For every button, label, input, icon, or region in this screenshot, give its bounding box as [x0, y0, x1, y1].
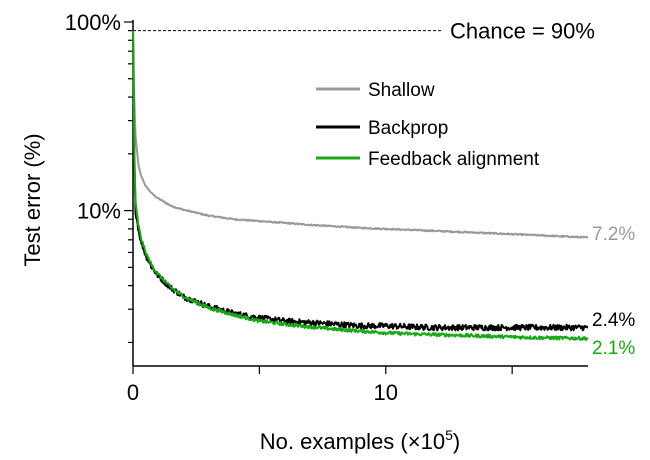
y-tick-label: 10% [77, 199, 121, 224]
end-label-0: 7.2% [592, 224, 635, 245]
x-axis-title: No. examples (×105) [260, 427, 460, 454]
y-axis-title: Test error (%) [20, 133, 45, 266]
x-tick-label: 10 [374, 380, 398, 405]
legend: Shallow Backprop Feedback alignment [316, 80, 540, 170]
y-tick-label: 100% [65, 10, 121, 35]
series-line-1 [132, 30, 589, 332]
legend-label-1: Backprop [368, 118, 448, 139]
legend-label-0: Shallow [368, 80, 435, 101]
end-label-2: 2.1% [592, 338, 635, 359]
axes [124, 20, 588, 374]
x-tick-label: 0 [127, 380, 139, 405]
end-label-1: 2.4% [592, 310, 635, 331]
series-line-2 [132, 30, 589, 342]
legend-label-2: Feedback alignment [368, 149, 540, 170]
chance-label: Chance = 90% [450, 19, 595, 44]
series-line-0 [132, 30, 589, 239]
chart-labels: 10% 100% 0 10 No. examples (×105) Test error … [20, 10, 635, 454]
series-lines [132, 30, 589, 342]
